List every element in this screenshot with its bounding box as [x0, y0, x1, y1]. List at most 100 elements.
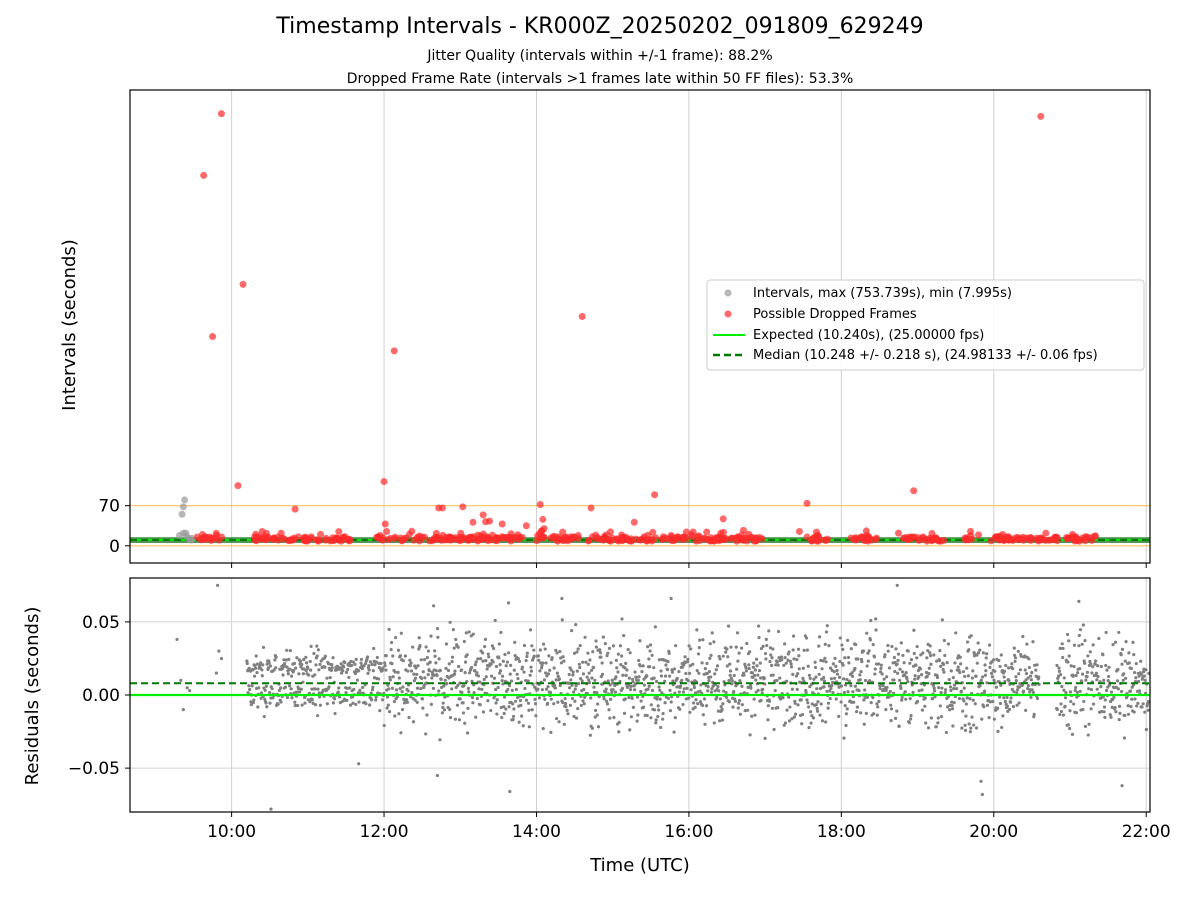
residual-point-dense-990: [647, 684, 651, 688]
residual-point-dense-379: [399, 731, 403, 735]
dropped-frame-point-dense-59: [288, 535, 296, 543]
residual-point-dense-621: [497, 642, 501, 646]
residual-point-dense-275: [357, 669, 361, 673]
residual-point-dense-1149: [712, 640, 716, 644]
residual-point-dense-554: [470, 679, 474, 683]
residual-point-dense-2166: [1142, 674, 1146, 678]
residual-point-dense-1359: [797, 667, 801, 671]
residual-point-dense-666: [515, 696, 520, 700]
residual-point-dense-792: [567, 681, 571, 685]
residual-point-dense-762: [554, 716, 559, 721]
residual-point-dense-41: [261, 645, 266, 650]
residual-point-dense-585: [483, 644, 487, 649]
residual-point-dense-1992: [1072, 702, 1076, 706]
dropped-frame-point-10: [651, 491, 659, 499]
residual-point-dense-1029: [663, 701, 667, 705]
residual-point-dense-1486: [849, 684, 853, 688]
residual-point-dense-1085: [686, 657, 690, 661]
residual-point-dense-1428: [825, 624, 829, 628]
residual-point-dense-674: [519, 703, 523, 707]
residual-point-dense-315: [373, 663, 377, 667]
residual-point-dense-887: [605, 702, 610, 706]
dropped-frame-point-dense-328: [668, 533, 676, 541]
residual-point-dense-860: [594, 645, 599, 649]
residual-point-dense-1882: [1010, 662, 1014, 666]
residual-point-dense-1075: [682, 663, 686, 667]
residual-point-dense-2157: [1139, 659, 1143, 663]
residual-point-dense-626: [499, 705, 503, 710]
residual-point-dense-627: [500, 715, 504, 720]
residual-point-dense-800: [570, 683, 574, 687]
residual-point-dense-1116: [698, 700, 703, 704]
residual-point-dense-95: [283, 685, 288, 689]
residual-point-dense-568: [476, 657, 480, 661]
residual-point-dense-804: [572, 690, 576, 694]
residual-point-dense-43: [262, 714, 266, 719]
residual-point-dense-1403: [815, 706, 819, 711]
residual-point-dense-1435: [828, 696, 832, 701]
residual-point-dense-1170: [720, 718, 725, 722]
x-tick-label-6: 22:00: [1122, 822, 1171, 842]
residual-point-dense-272: [355, 678, 360, 682]
residual-point-dense-1191: [729, 645, 733, 649]
residual-point-dense-1611: [900, 698, 904, 702]
residual-point-dense-1108: [695, 669, 699, 673]
residual-point-dense-2087: [1110, 705, 1114, 709]
residual-point-dense-1376: [804, 691, 808, 695]
residual-point-dense-523: [457, 718, 462, 722]
residual-point-dense-1642: [912, 651, 916, 656]
residual-point-dense-760: [554, 648, 558, 652]
residual-point-dense-372: [396, 670, 400, 674]
residual-point-dense-1835: [991, 699, 995, 704]
residual-point-dense-1398: [813, 660, 817, 664]
residual-point-dense-1436: [828, 666, 833, 670]
residual-point-dense-1948: [1037, 675, 1041, 679]
residual-point-dense-1458: [837, 675, 842, 679]
residual-point-dense-1701: [936, 716, 940, 720]
dropped-frame-point-dense-426: [962, 536, 970, 544]
residual-point-dense-1617: [902, 661, 906, 665]
residual-point-dense-734: [543, 647, 547, 651]
residual-point-dense-2170: [1144, 668, 1148, 672]
residual-point-dense-798: [569, 668, 573, 672]
residual-point-dense-29: [257, 686, 261, 690]
residual-point-dense-1618: [902, 673, 907, 677]
residual-point-dense-1631: [908, 661, 912, 665]
residual-point-dense-1437: [829, 686, 833, 690]
residual-point-dense-755: [552, 702, 556, 706]
residual-point-dense-1367: [800, 713, 805, 717]
dropped-frame-point-21: [485, 517, 493, 525]
residual-point-dense-393: [405, 698, 409, 702]
residual-point-dense-656: [511, 714, 516, 719]
residual-point-dense-1187: [727, 700, 731, 704]
residual-point-dense-954: [633, 688, 637, 692]
residual-point-dense-1759: [960, 726, 964, 730]
residual-point-dense-840: [586, 662, 590, 666]
residual-point-dense-462: [433, 649, 437, 653]
residual-point-dense-2127: [1126, 712, 1131, 716]
residual-point-dense-1935: [1031, 690, 1035, 695]
residual-point-dense-347: [386, 683, 390, 687]
residual-point-dense-174: [315, 714, 320, 718]
residual-point-dense-1673: [925, 656, 929, 660]
residual-point-dense-1746: [954, 686, 959, 691]
residual-point-dense-1387: [809, 710, 813, 714]
residual-point-dense-1972: [1063, 696, 1068, 700]
residual-point-dense-1112: [697, 671, 701, 675]
residual-point-dense-37: [260, 668, 264, 672]
residual-point-dense-434: [421, 670, 425, 674]
residual-point-dense-763: [555, 651, 559, 655]
dropped-frame-point-dense-365: [823, 535, 831, 543]
residual-point-dense-910: [615, 666, 619, 670]
residual-point-dense-475: [438, 738, 442, 742]
residual-point-dense-2070: [1103, 698, 1107, 702]
residual-point-dense-1048: [671, 679, 675, 683]
residual-point-dense-648: [508, 672, 512, 676]
residual-point-dense-105: [287, 684, 292, 688]
dropped-frame-point-8: [380, 478, 388, 486]
residual-point-dense-846: [589, 696, 593, 700]
residual-point-dense-1072: [681, 665, 685, 669]
residual-point-dense-109: [289, 687, 293, 691]
residual-point-dense-902: [611, 644, 616, 648]
residual-point-9: [269, 807, 273, 811]
